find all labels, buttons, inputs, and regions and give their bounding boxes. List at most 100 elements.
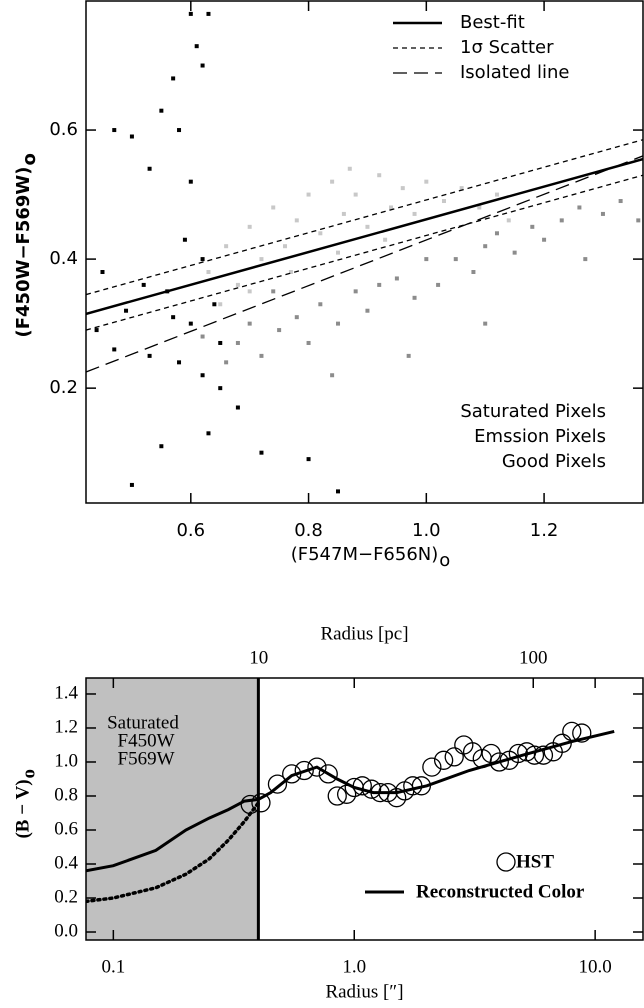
hst-point: [422, 757, 442, 777]
legend-label: Reconstructed Color: [416, 881, 585, 902]
point: [277, 328, 282, 333]
point: [259, 257, 264, 262]
point: [182, 237, 187, 242]
point: [224, 244, 229, 249]
y-axis-label: (F450W−F569W): [13, 167, 34, 338]
plot-frame: [85, 677, 644, 941]
point: [247, 321, 252, 326]
legend-label: Emssion Pixels: [474, 426, 606, 447]
x2-tick-label: 10: [249, 647, 268, 668]
point: [377, 173, 382, 178]
point: [177, 128, 182, 133]
point: [347, 166, 352, 171]
point: [171, 76, 176, 81]
legend-label: 1σ Scatter: [460, 37, 554, 58]
y-tick-label: 0.4: [49, 248, 78, 269]
scatter-panel: Best-fit 1σ Scatter Isolated line Saturated…: [13, 0, 644, 571]
x-tick-label: 1.0: [342, 956, 366, 977]
x2-axis-label: Radius [pc]: [320, 623, 408, 644]
point: [377, 282, 382, 287]
hst-point: [251, 793, 271, 813]
region-label: Saturated: [107, 712, 179, 733]
point: [306, 340, 311, 345]
point: [259, 450, 264, 455]
point: [394, 276, 399, 281]
point: [400, 186, 405, 191]
y-tick-label: 1.4: [54, 682, 78, 703]
point: [424, 179, 429, 184]
point: [235, 405, 240, 410]
point: [353, 192, 358, 197]
point: [512, 250, 517, 255]
legend-label: Good Pixels: [502, 451, 606, 472]
y-tick-label: 1.2: [54, 716, 78, 737]
point: [441, 199, 446, 204]
point: [406, 353, 411, 358]
hst-point: [318, 764, 338, 784]
point: [365, 224, 370, 229]
point: [577, 205, 582, 210]
point: [336, 250, 341, 255]
point: [112, 128, 117, 133]
y-tick-label: 0.0: [54, 920, 78, 941]
point: [112, 347, 117, 352]
legend-label: Saturated Pixels: [460, 401, 606, 422]
point: [188, 11, 193, 16]
point: [353, 289, 358, 294]
x-tick-label: 0.8: [294, 520, 323, 541]
point: [224, 360, 229, 365]
hst-point: [294, 760, 314, 781]
point: [283, 244, 288, 249]
hst-point: [327, 786, 347, 806]
point: [159, 108, 164, 113]
point: [194, 44, 199, 49]
x-tick-label: 1.2: [530, 520, 559, 541]
point: [388, 205, 393, 210]
plot-area: [86, 11, 643, 494]
point: [200, 257, 205, 262]
legend-label: Best-fit: [460, 12, 525, 33]
point: [188, 179, 193, 184]
plot-area: [86, 678, 615, 940]
fit-line: [86, 155, 643, 373]
y-tick-label: 0.8: [54, 784, 78, 805]
point: [247, 289, 252, 294]
point: [200, 373, 205, 378]
point: [336, 321, 341, 326]
x-axis-label-subscript: o: [439, 550, 450, 571]
point: [129, 134, 134, 139]
point: [206, 270, 211, 275]
extrapolated-line: [86, 801, 261, 904]
point: [200, 63, 205, 68]
legend-label: Isolated line: [460, 62, 570, 83]
y-tick-label: 0.4: [54, 852, 78, 873]
point: [330, 373, 335, 378]
point: [200, 334, 205, 339]
point: [147, 353, 152, 358]
point: [341, 211, 346, 216]
point: [218, 340, 223, 345]
point: [188, 321, 193, 326]
point: [530, 224, 535, 229]
point: [218, 302, 223, 307]
point: [235, 282, 240, 287]
x-tick-label: 1.0: [412, 520, 441, 541]
y-tick-label: 0.2: [49, 377, 78, 398]
plot-frame: [85, 0, 644, 504]
hst-point: [462, 742, 483, 762]
point: [177, 360, 182, 365]
point: [235, 340, 240, 345]
y-tick-label: 0.6: [54, 818, 78, 839]
point: [483, 321, 488, 326]
point: [453, 257, 458, 262]
x-axis-label: (F547M−F656N): [291, 544, 439, 565]
point: [494, 231, 499, 236]
point: [330, 179, 335, 184]
point: [336, 489, 341, 494]
point: [542, 237, 547, 242]
point: [247, 224, 252, 229]
point: [294, 315, 299, 320]
fit-line: [86, 157, 643, 316]
legend-swatch: [496, 852, 516, 872]
